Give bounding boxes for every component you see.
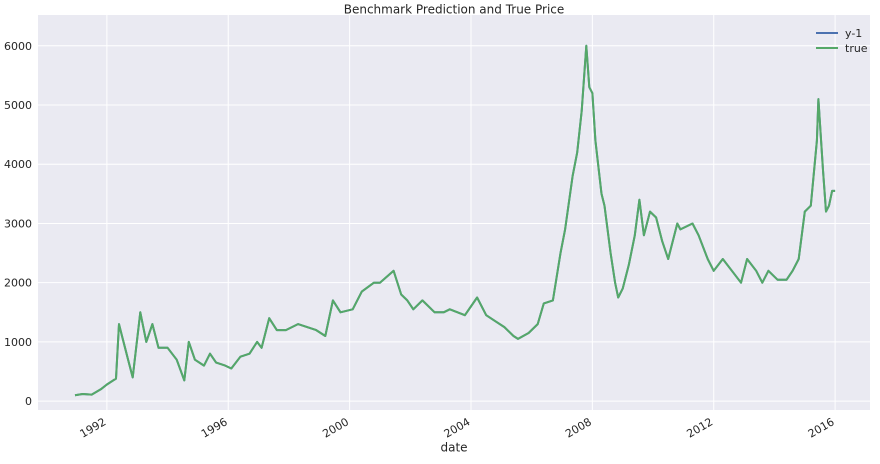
x-axis-label: date [440, 441, 467, 455]
y-tick-label: 3000 [4, 217, 32, 230]
plot-area [38, 15, 870, 410]
x-tick-label: 2008 [563, 415, 594, 440]
x-tick-label: 2000 [320, 415, 351, 440]
series-line [74, 44, 836, 397]
y-tick-label: 1000 [4, 336, 32, 349]
y-tick-label: 4000 [4, 158, 32, 171]
legend-label: y-1 [845, 27, 862, 40]
legend-label: true [845, 42, 868, 55]
x-tick-label: 1996 [199, 415, 230, 440]
x-tick-label: 2016 [806, 415, 837, 440]
chart-title: Benchmark Prediction and True Price [344, 3, 565, 17]
x-tick-label: 1992 [78, 415, 109, 440]
y-tick-label: 5000 [4, 99, 32, 112]
x-tick-label: 2004 [442, 415, 473, 440]
y-tick-label: 6000 [4, 40, 32, 53]
y-tick-label: 2000 [4, 277, 32, 290]
x-tick-label: 2012 [684, 415, 715, 440]
y-tick-label: 0 [25, 395, 32, 408]
